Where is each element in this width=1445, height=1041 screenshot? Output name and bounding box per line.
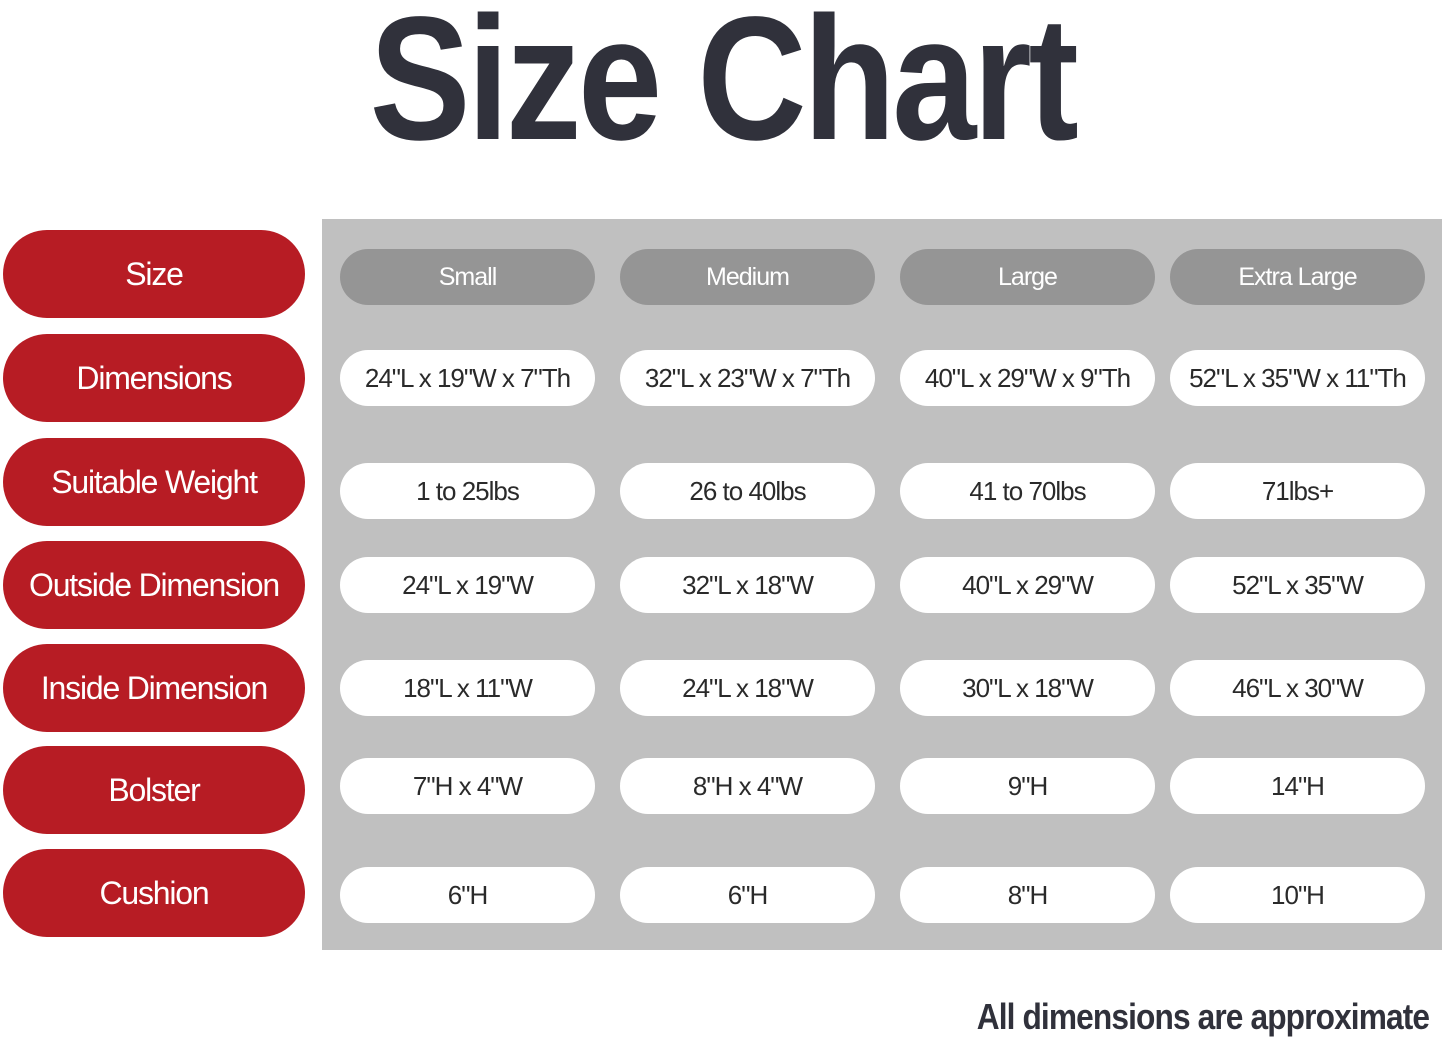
table-cell: 40"L x 29"W x 9"Th [900, 350, 1155, 406]
table-cell: 9"H [900, 758, 1155, 814]
size-header: Large [900, 249, 1155, 305]
table-cell: 30"L x 18"W [900, 660, 1155, 716]
row-label: Cushion [3, 849, 305, 937]
table-cell: 46"L x 30"W [1170, 660, 1425, 716]
page-title: Size Chart [369, 0, 1079, 177]
table-cell: 18"L x 11"W [340, 660, 595, 716]
row-label: Bolster [3, 746, 305, 834]
size-header: Extra Large [1170, 249, 1425, 305]
table-cell: 52"L x 35"W [1170, 557, 1425, 613]
table-cell: 6"H [620, 867, 875, 923]
approximate-note: All dimensions are approximate [976, 996, 1430, 1037]
table-cell: 10"H [1170, 867, 1425, 923]
table-cell: 26 to 40lbs [620, 463, 875, 519]
size-header: Small [340, 249, 595, 305]
table-cell: 6"H [340, 867, 595, 923]
table-cell: 71lbs+ [1170, 463, 1425, 519]
table-cell: 24"L x 19"W x 7"Th [340, 350, 595, 406]
row-label: Dimensions [3, 334, 305, 422]
table-cell: 40"L x 29"W [900, 557, 1155, 613]
row-label: Outside Dimension [3, 541, 305, 629]
table-cell: 7"H x 4"W [340, 758, 595, 814]
row-label: Suitable Weight [3, 438, 305, 526]
table-cell: 24"L x 19"W [340, 557, 595, 613]
table-cell: 14"H [1170, 758, 1425, 814]
table-cell: 1 to 25lbs [340, 463, 595, 519]
row-label: Inside Dimension [3, 644, 305, 732]
table-cell: 41 to 70lbs [900, 463, 1155, 519]
table-cell: 8"H x 4"W [620, 758, 875, 814]
size-header: Medium [620, 249, 875, 305]
table-cell: 32"L x 18"W [620, 557, 875, 613]
table-cell: 52"L x 35"W x 11"Th [1170, 350, 1425, 406]
table-cell: 24"L x 18"W [620, 660, 875, 716]
row-label: Size [3, 230, 305, 318]
table-cell: 8"H [900, 867, 1155, 923]
table-cell: 32"L x 23"W x 7"Th [620, 350, 875, 406]
